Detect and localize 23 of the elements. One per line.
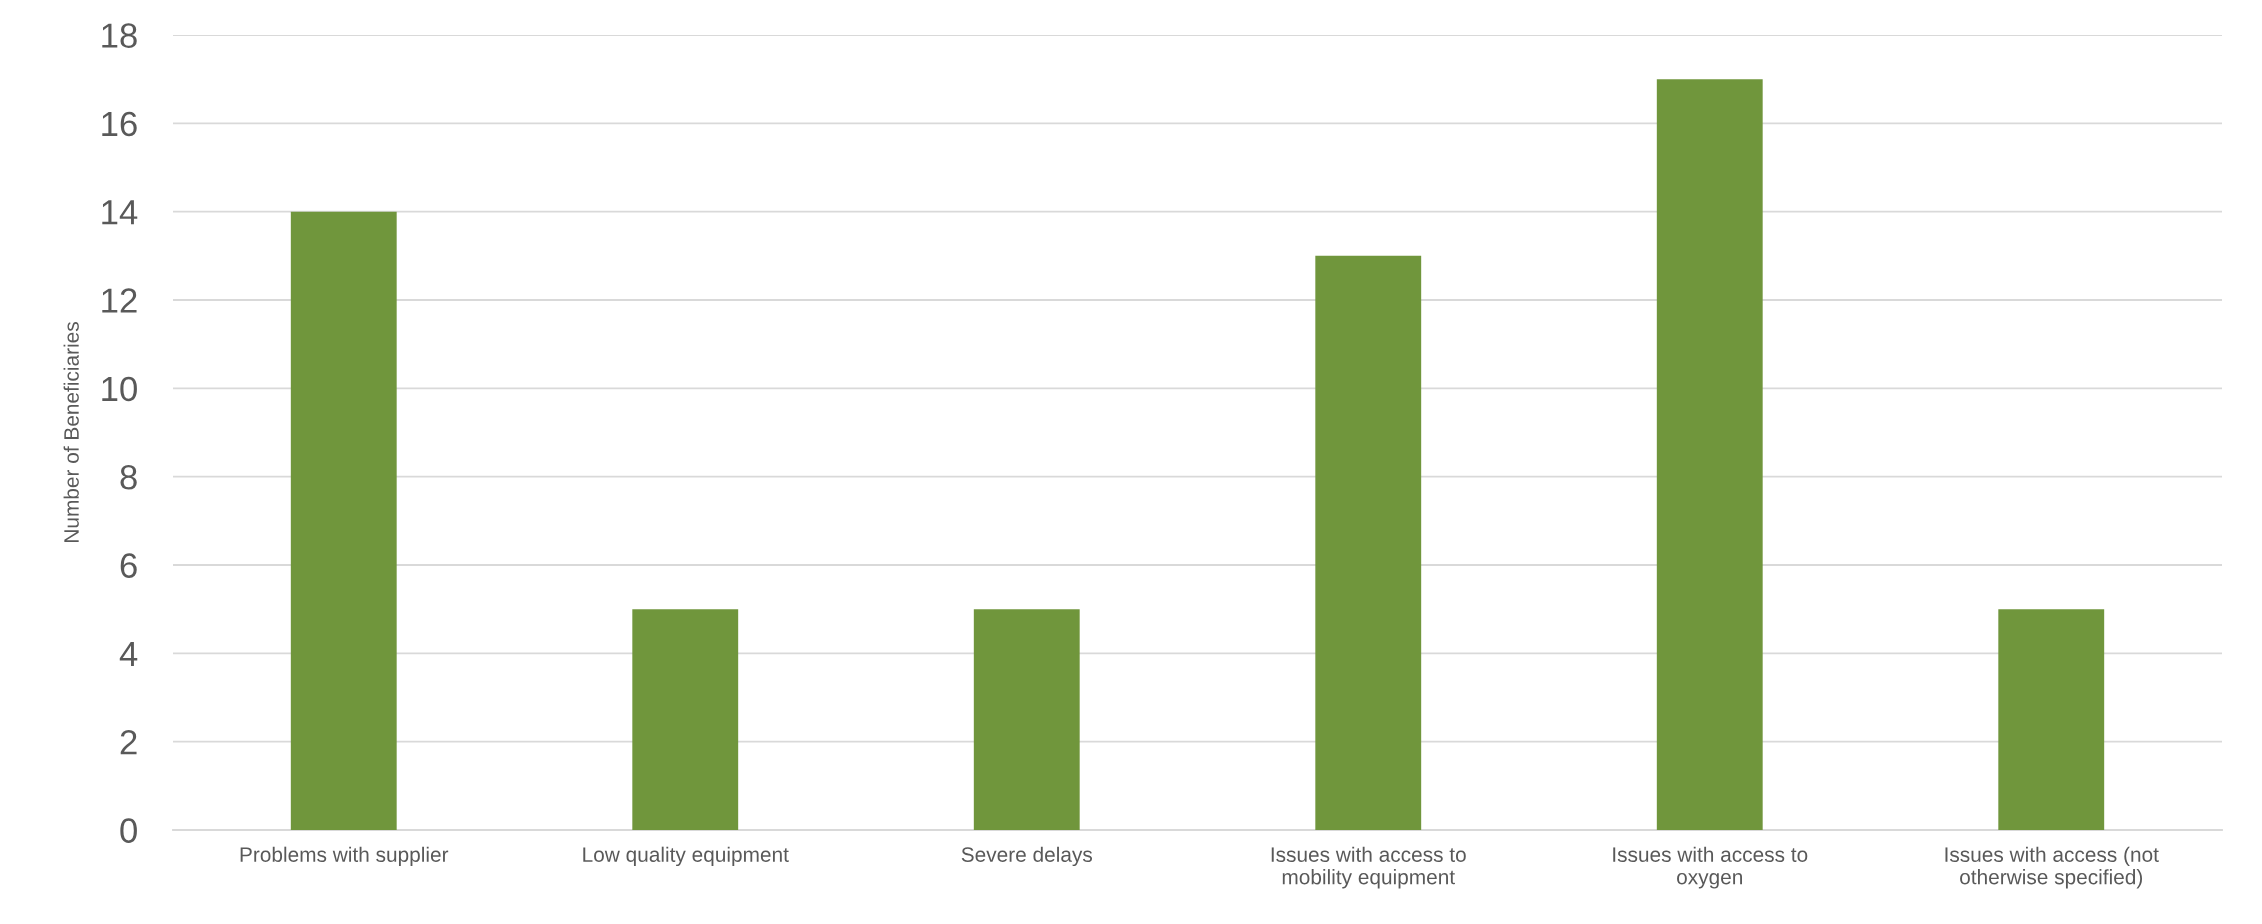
y-tick-label: 10 — [102, 376, 137, 402]
bar — [973, 609, 1080, 830]
bar — [1998, 609, 2105, 830]
x-tick-label: Issues with access to oxygen — [1613, 846, 1808, 889]
y-axis-title: Number of Beneficiaries — [63, 322, 79, 542]
x-tick-label: Issues with access (not otherwise specified) — [1945, 846, 2159, 889]
bar — [290, 211, 397, 830]
y-tick-label: 8 — [120, 465, 137, 490]
x-tick-label: Low quality equipment — [583, 846, 789, 867]
y-tick-label: 16 — [102, 111, 137, 137]
x-tick-label: Problems with supplier — [240, 846, 449, 867]
y-tick-label: 12 — [102, 288, 137, 313]
bar — [1315, 255, 1422, 830]
y-tick-label: 4 — [119, 642, 138, 666]
y-tick-label: 2 — [120, 730, 137, 755]
bar — [1656, 79, 1763, 830]
bar — [632, 609, 739, 830]
y-tick-label: 18 — [102, 23, 137, 48]
y-tick-label: 14 — [102, 200, 138, 225]
y-tick-label: 0 — [120, 818, 137, 843]
x-tick-label: Severe delays — [961, 846, 1093, 867]
y-tick-label: 6 — [120, 553, 137, 578]
x-tick-label: Issues with access to mobility equipment — [1271, 846, 1466, 889]
